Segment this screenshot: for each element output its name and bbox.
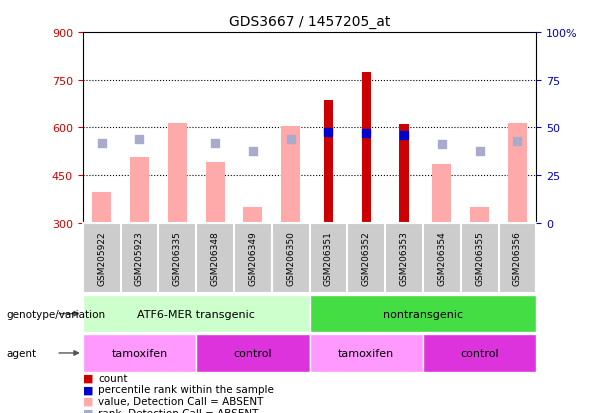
Bar	[310, 335, 423, 372]
Bar	[92, 193, 111, 223]
Text: tamoxifen: tamoxifen	[112, 348, 167, 358]
Point	[248, 148, 257, 154]
Text: GSM206351: GSM206351	[324, 231, 333, 285]
Point	[361, 131, 371, 137]
Text: control: control	[460, 348, 499, 358]
Bar	[205, 163, 224, 223]
Text: ■: ■	[83, 385, 93, 394]
Text: ■: ■	[83, 373, 93, 383]
Text: GSM206355: GSM206355	[475, 231, 484, 285]
Text: tamoxifen: tamoxifen	[338, 348, 394, 358]
Bar	[470, 208, 489, 223]
Text: ■: ■	[83, 408, 93, 413]
Bar	[130, 158, 149, 223]
Text: GSM206349: GSM206349	[248, 231, 257, 285]
Point	[437, 142, 447, 148]
Text: GSM206350: GSM206350	[286, 231, 295, 285]
Bar	[423, 335, 536, 372]
Text: count: count	[98, 373, 128, 383]
Text: GSM206354: GSM206354	[437, 231, 446, 285]
Point	[475, 148, 485, 154]
Bar	[83, 295, 310, 332]
Point	[286, 137, 295, 143]
Text: nontransgenic: nontransgenic	[383, 309, 463, 319]
Bar	[168, 123, 187, 223]
Text: control: control	[234, 348, 272, 358]
Text: ATF6-MER transgenic: ATF6-MER transgenic	[137, 309, 255, 319]
Bar	[432, 165, 451, 223]
Point	[399, 133, 409, 139]
Bar	[243, 207, 262, 223]
Text: GSM206348: GSM206348	[210, 231, 219, 285]
Point	[210, 140, 220, 147]
Bar	[324, 101, 333, 223]
Text: ■: ■	[83, 396, 93, 406]
Bar	[362, 73, 371, 223]
Text: GSM206352: GSM206352	[362, 231, 371, 285]
Text: rank, Detection Call = ABSENT: rank, Detection Call = ABSENT	[98, 408, 259, 413]
Text: GSM205922: GSM205922	[97, 231, 106, 285]
Text: genotype/variation: genotype/variation	[6, 309, 105, 319]
Bar	[196, 335, 310, 372]
Text: GSM206353: GSM206353	[400, 231, 409, 285]
Text: GSM205923: GSM205923	[135, 231, 144, 285]
Text: GSM206335: GSM206335	[173, 231, 182, 285]
Point	[97, 140, 107, 147]
Point	[134, 137, 145, 143]
Bar	[508, 123, 527, 223]
Point	[512, 138, 522, 145]
Text: GSM206356: GSM206356	[513, 231, 522, 285]
Text: percentile rank within the sample: percentile rank within the sample	[98, 385, 274, 394]
Point	[324, 130, 333, 136]
Text: agent: agent	[6, 348, 36, 358]
Title: GDS3667 / 1457205_at: GDS3667 / 1457205_at	[229, 15, 390, 29]
Bar	[281, 126, 300, 223]
Bar	[399, 125, 409, 223]
Bar	[310, 295, 536, 332]
Text: value, Detection Call = ABSENT: value, Detection Call = ABSENT	[98, 396, 264, 406]
Bar	[83, 335, 196, 372]
